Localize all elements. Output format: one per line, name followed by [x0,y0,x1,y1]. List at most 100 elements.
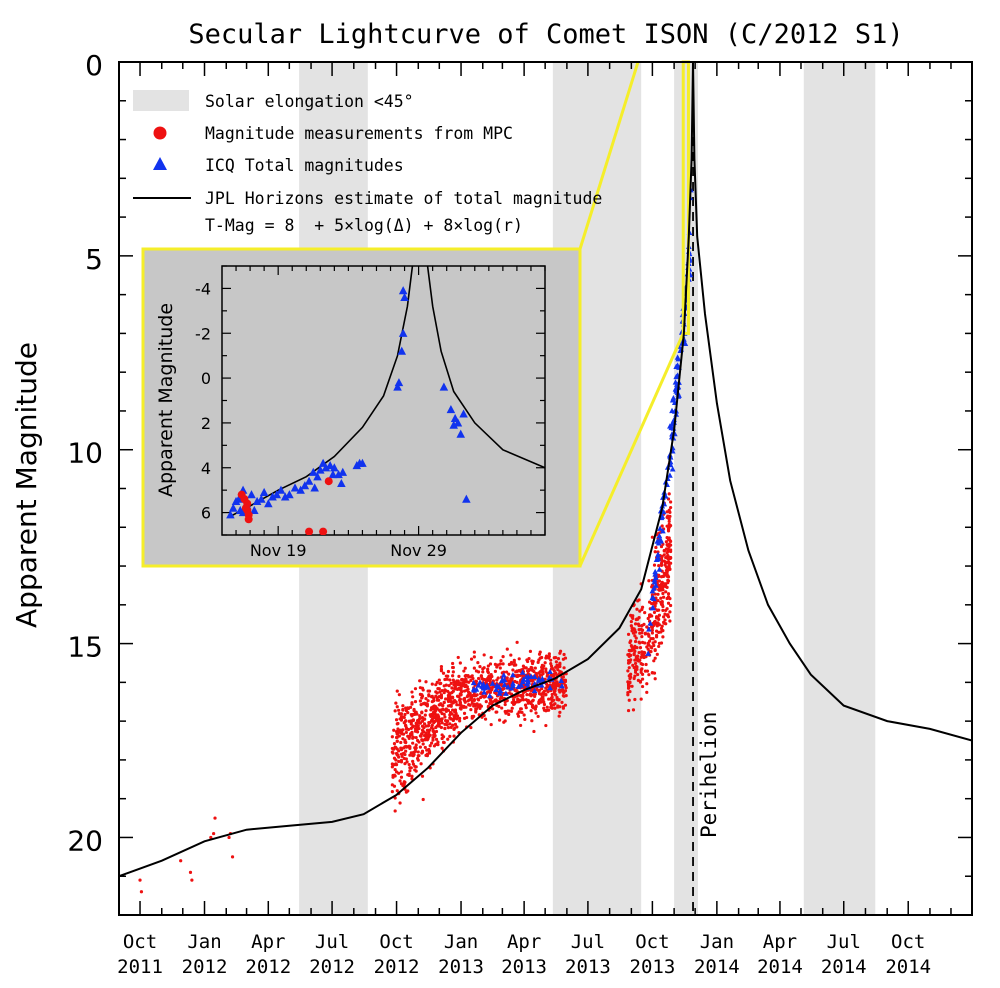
inset-icq-point [393,382,402,391]
icq-point [470,686,477,692]
mpc-point [665,510,669,514]
mpc-point [418,679,422,683]
mpc-point [469,725,473,730]
mpc-point [626,669,630,673]
x-tick-year: 2011 [117,956,163,978]
mpc-point [534,711,538,715]
icq-point [470,679,477,686]
inset-icq-point [296,485,305,494]
mpc-point [436,743,440,747]
inset-panel: Apparent Magnitude -4 -2 0 2 4 6 Nov 19 Nov 29 [141,247,582,568]
mpc-point [411,718,415,722]
inset-mpc-point [319,527,328,535]
mpc-point [650,671,654,675]
mpc-point [393,809,397,813]
inset-icq-point [352,461,362,470]
mpc-point [537,652,542,656]
mpc-point [404,757,408,761]
inset-icq-point [397,346,407,355]
mpc-point [626,708,631,713]
mpc-point [434,694,438,698]
mpc-point [392,773,397,777]
mpc-point [457,674,461,678]
mpc-point [528,649,533,653]
mpc-point [650,631,654,635]
mpc-point [474,710,478,714]
mpc-point [504,670,509,674]
mpc-point [667,519,671,524]
mpc-point [549,705,553,710]
x-tick-month: Jul [315,931,349,953]
mpc-point [447,691,451,695]
mpc-point [669,603,673,608]
mpc-point [451,723,455,727]
x-tick-month: Apr [251,931,285,953]
icq-point [655,540,662,546]
mpc-point [432,704,437,708]
inset-icq-point [338,467,348,476]
x-tick-year: 2013 [438,956,484,978]
mpc-point [392,728,396,732]
mpc-point [420,696,424,700]
mpc-point [666,553,670,558]
mpc-point [626,661,631,665]
elongation-band [674,62,698,915]
mpc-point [662,553,666,557]
inset-icq-point [398,286,408,295]
mpc-point [418,699,422,703]
mpc-point [533,707,537,711]
mpc-point [443,726,447,730]
mpc-point [420,693,424,697]
mpc-point [563,683,568,688]
mpc-point [420,774,425,778]
inset-icq-point [226,510,235,519]
mpc-point [448,678,452,682]
mpc-point [464,678,468,682]
mpc-point [443,722,447,726]
mpc-point [651,637,655,641]
legend-icq-marker [153,157,167,170]
inset-icq-point [304,476,314,485]
mpc-point [451,670,455,674]
mpc-point [481,667,485,671]
mpc-point [418,745,422,749]
inset-icq-point [330,463,339,472]
mpc-point [543,661,547,665]
mpc-point [659,544,664,549]
mpc-point [401,707,405,712]
inset-icq-point [321,463,331,472]
mpc-point [640,677,645,681]
mpc-point [660,524,664,528]
mpc-point [402,715,406,720]
mpc-point [469,708,473,712]
mpc-point [545,705,549,709]
mpc-point [554,660,558,664]
icq-point [660,528,666,534]
mpc-point [629,619,633,624]
mpc-point [657,644,661,649]
mpc-point [428,744,432,748]
mpc-point [412,750,416,754]
inset-mpc-point [324,477,333,486]
mpc-point [448,716,453,721]
mpc-point [455,679,459,683]
mpc-point [422,717,427,721]
mpc-point [430,726,434,730]
mpc-point [626,690,630,695]
mpc-point [636,657,640,661]
mpc-point [479,704,483,708]
mpc-point [536,714,540,719]
mpc-point [639,627,643,631]
icq-point [500,672,507,678]
mpc-point [393,768,397,772]
x-tick-month: Apr [507,931,541,953]
mpc-point [413,727,418,731]
mpc-point [424,680,428,684]
mpc-point [554,665,558,669]
mpc-point [556,665,561,669]
x-tick-year: 2013 [630,956,676,978]
mpc-point [666,578,670,582]
mpc-point [633,661,638,666]
mpc-point [462,696,467,701]
mpc-point [668,597,672,601]
